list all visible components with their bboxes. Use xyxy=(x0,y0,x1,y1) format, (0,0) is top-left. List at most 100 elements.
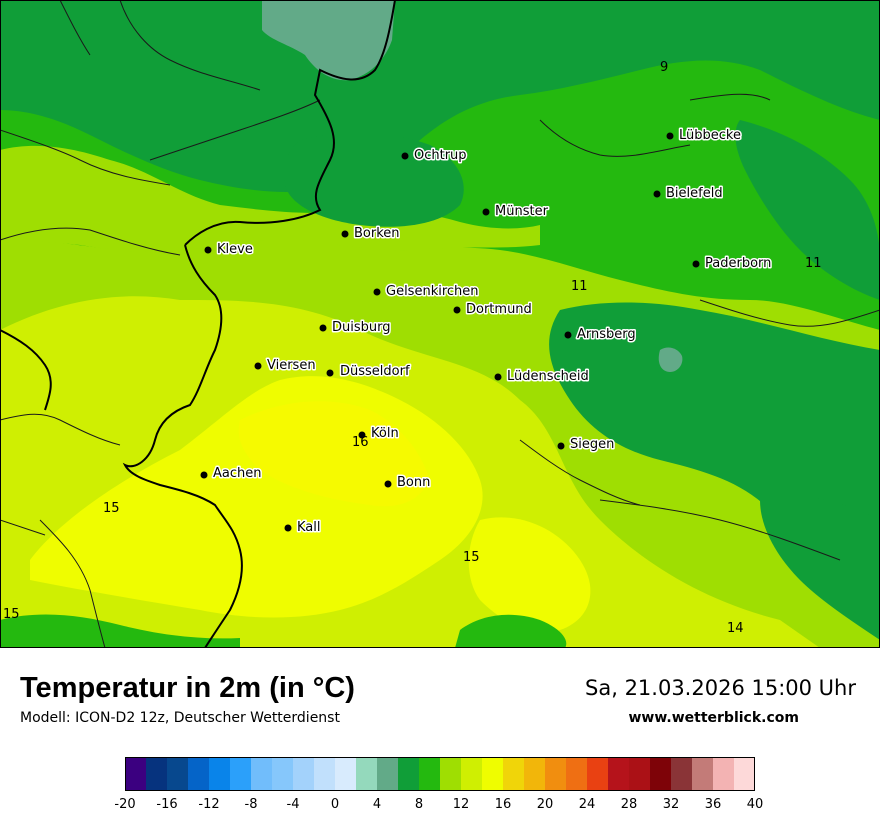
field-band-6b xyxy=(658,347,683,372)
legend-swatch xyxy=(566,757,588,791)
field-band-8b xyxy=(284,133,464,227)
svg-text:Lüdenscheid: Lüdenscheid xyxy=(507,369,589,384)
svg-text:Düsseldorf: Düsseldorf xyxy=(340,364,410,379)
svg-text:Kleve: Kleve xyxy=(217,242,253,257)
legend-swatch xyxy=(671,757,693,791)
legend-tick-label: 16 xyxy=(494,797,512,812)
contour-label: 16 xyxy=(352,435,369,450)
svg-text:Lübbecke: Lübbecke xyxy=(679,128,741,143)
legend-tick-label: 36 xyxy=(704,797,722,812)
legend-swatch xyxy=(335,757,357,791)
legend-swatch xyxy=(629,757,651,791)
city-label-siegen: Siegen xyxy=(570,437,614,452)
field-band-10b xyxy=(0,614,240,648)
svg-text:Gelsenkirchen: Gelsenkirchen xyxy=(386,284,479,299)
city-label-luedenscheid: Lüdenscheid xyxy=(507,369,589,384)
city-label-kall: Kall xyxy=(297,520,321,535)
map-footer: Temperatur in 2m (in °C) Modell: ICON-D2… xyxy=(0,648,880,830)
legend-swatch xyxy=(314,757,336,791)
legend-swatch xyxy=(209,757,231,791)
legend-frame xyxy=(125,757,755,791)
district-borders xyxy=(0,0,880,649)
legend-swatch xyxy=(167,757,189,791)
legend-tick-label: 28 xyxy=(620,797,638,812)
legend-tick-label: 4 xyxy=(372,797,382,812)
city-label-kleve: Kleve xyxy=(217,242,253,257)
forecast-datetime: Sa, 21.03.2026 15:00 Uhr xyxy=(585,676,856,700)
city-label-duisburg: Duisburg xyxy=(332,320,391,335)
state-borders xyxy=(0,0,396,649)
svg-text:Kall: Kall xyxy=(297,520,321,535)
contour-labels: 9 11 11 16 15 15 15 14 xyxy=(3,60,822,636)
legend-swatch xyxy=(587,757,609,791)
svg-text:Siegen: Siegen xyxy=(570,437,614,452)
contour-label: 15 xyxy=(3,607,20,622)
field-band-8e xyxy=(760,496,880,640)
legend-tick-label: 12 xyxy=(452,797,470,812)
legend-swatch xyxy=(650,757,672,791)
city-label-arnsberg: Arnsberg xyxy=(577,327,636,342)
city-label-muenster: Münster xyxy=(495,204,549,219)
field-band-8c xyxy=(549,302,880,560)
svg-text:Arnsberg: Arnsberg xyxy=(577,327,636,342)
legend-tick-label: 32 xyxy=(662,797,680,812)
legend-swatch xyxy=(251,757,273,791)
city-label-aachen: Aachen xyxy=(213,466,261,481)
legend-swatch xyxy=(146,757,168,791)
city-label-bielefeld: Bielefeld xyxy=(666,186,723,201)
legend-swatch xyxy=(398,757,420,791)
website-link: www.wetterblick.com xyxy=(628,710,800,726)
svg-text:Bonn: Bonn xyxy=(397,475,430,490)
city-label-koeln: Köln xyxy=(371,426,399,441)
city-label-luebbecke: Lübbecke xyxy=(679,128,741,143)
contour-label: 14 xyxy=(727,621,744,636)
svg-text:Köln: Köln xyxy=(371,426,399,441)
legend-tick-label: -12 xyxy=(198,797,220,812)
legend-tick-label: 24 xyxy=(578,797,596,812)
legend-tick-label: 0 xyxy=(330,797,340,812)
contour-label: 15 xyxy=(103,501,120,516)
city-label-viersen: Viersen xyxy=(267,358,316,373)
legend-swatch xyxy=(524,757,546,791)
field-band-16b xyxy=(238,401,430,507)
model-source: Modell: ICON-D2 12z, Deutscher Wetterdie… xyxy=(20,710,340,726)
field-band-8 xyxy=(0,0,880,192)
legend-swatch xyxy=(608,757,630,791)
city-label-paderborn: Paderborn xyxy=(705,256,771,271)
svg-text:Bielefeld: Bielefeld xyxy=(666,186,723,201)
map-title: Temperatur in 2m (in °C) xyxy=(20,672,355,704)
legend-swatch xyxy=(734,757,755,791)
legend-swatch xyxy=(356,757,378,791)
legend-tick-label: -16 xyxy=(156,797,178,812)
city-label-dortmund: Dortmund xyxy=(466,302,532,317)
svg-text:Paderborn: Paderborn xyxy=(705,256,771,271)
field-band-15 xyxy=(468,517,591,633)
svg-text:Aachen: Aachen xyxy=(213,466,261,481)
legend-tick-label: -4 xyxy=(286,797,300,812)
svg-text:Ochtrup: Ochtrup xyxy=(414,148,467,163)
legend-swatch xyxy=(545,757,567,791)
city-label-duesseldorf: Düsseldorf xyxy=(340,364,410,379)
legend-tick-label: 20 xyxy=(536,797,554,812)
legend-swatch xyxy=(125,757,147,791)
legend-tick-label: -8 xyxy=(244,797,258,812)
contour-label: 11 xyxy=(805,256,822,271)
legend-swatch xyxy=(377,757,399,791)
legend-swatch xyxy=(692,757,714,791)
field-band-6 xyxy=(262,0,395,81)
legend-swatch xyxy=(503,757,525,791)
